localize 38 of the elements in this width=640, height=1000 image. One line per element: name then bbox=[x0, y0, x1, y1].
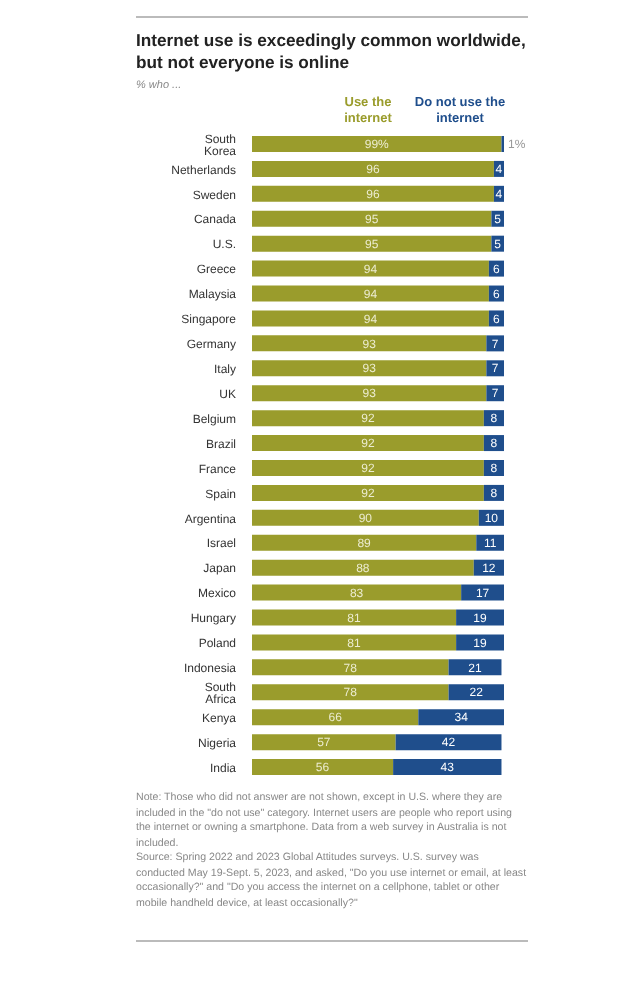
bar bbox=[252, 135, 502, 152]
bar bbox=[252, 285, 489, 302]
bar bbox=[393, 759, 502, 776]
bar bbox=[252, 609, 457, 626]
bar bbox=[448, 659, 502, 676]
bar bbox=[252, 410, 484, 427]
bar bbox=[252, 734, 396, 751]
bar bbox=[418, 709, 504, 726]
bar bbox=[456, 609, 504, 626]
bar bbox=[486, 385, 504, 402]
bar bbox=[252, 235, 492, 252]
bar bbox=[486, 360, 504, 377]
bar bbox=[252, 634, 457, 651]
bar bbox=[252, 709, 419, 726]
bar bbox=[252, 260, 489, 277]
bar bbox=[252, 160, 494, 177]
bar bbox=[252, 684, 449, 701]
bar bbox=[252, 335, 487, 352]
bar bbox=[252, 509, 479, 526]
bar bbox=[448, 684, 504, 701]
bar bbox=[252, 559, 474, 576]
bar bbox=[252, 435, 484, 452]
bar bbox=[252, 310, 489, 327]
bar bbox=[252, 659, 449, 676]
bar bbox=[252, 185, 494, 202]
bar bbox=[252, 534, 477, 551]
bar bbox=[252, 759, 394, 776]
bar bbox=[252, 210, 492, 227]
bar bbox=[252, 584, 462, 601]
bar bbox=[461, 584, 504, 601]
bar bbox=[252, 484, 484, 501]
bar bbox=[486, 335, 504, 352]
chart-title: Internet use is exceedingly common worldwide, but not everyone is online bbox=[136, 30, 528, 74]
bar bbox=[395, 734, 502, 751]
bar bbox=[252, 459, 484, 476]
bar bbox=[456, 634, 504, 651]
bar bbox=[252, 360, 487, 377]
bar bbox=[252, 385, 487, 402]
